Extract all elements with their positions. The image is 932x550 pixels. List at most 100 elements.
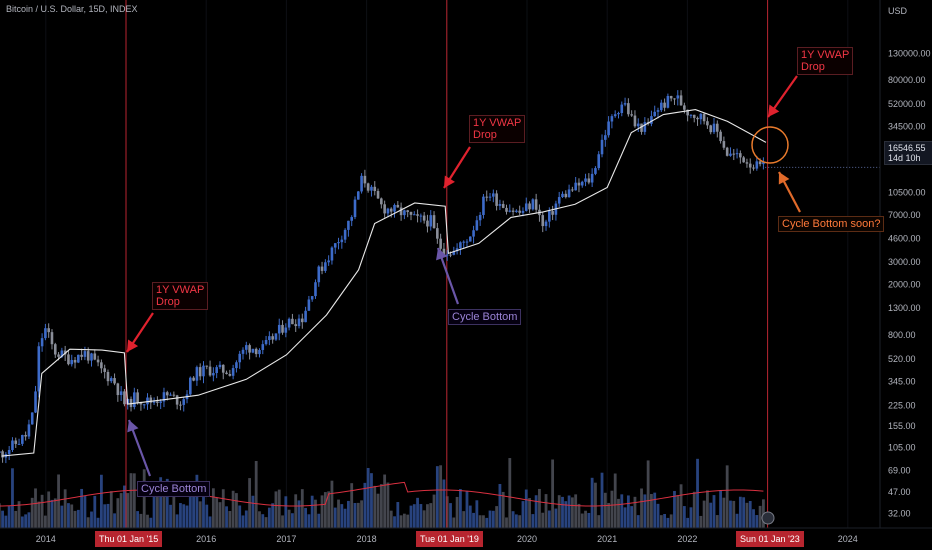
candle-body [195,367,199,381]
candle-body [264,339,268,345]
volume-bar [630,506,634,528]
volume-bar [37,501,41,528]
volume-bar [70,504,74,528]
time-tick-label: 2020 [517,534,537,544]
candle-body [758,161,762,165]
volume-bar [406,514,410,528]
volume-bar [294,494,298,528]
candle-body [660,102,663,111]
volume-bar [24,514,28,528]
volume-bar [314,499,317,528]
volume-bar [119,493,123,528]
volume-bar [587,512,591,528]
symbol-title: Bitcoin / U.S. Dollar, 15D, INDEX [6,4,138,14]
volume-bar [99,474,103,528]
volume-bar [76,509,80,528]
price-tick-label: 105.00 [888,443,916,453]
volume-bar [235,493,238,528]
volume-bar [146,514,149,528]
candle-body [689,114,693,116]
candle-body [106,371,110,382]
volume-bar [155,496,159,528]
candle-body [238,353,242,363]
volume-bar [149,517,153,528]
volume-bar [4,515,8,528]
volume-bar [478,515,482,528]
volume-bar [0,503,1,528]
candle-body [587,178,591,183]
candle-body [324,262,327,271]
price-tick-label: 155.00 [888,421,916,431]
candle-body [399,207,403,216]
volume-bar [376,493,380,528]
volume-bar [722,497,726,528]
candle-body [380,198,383,205]
candle-body [172,394,176,396]
candle-body [366,183,370,191]
candle-body [571,189,574,191]
volume-bar [172,490,176,528]
volume-ma-polyline [0,481,764,507]
candle-body [228,374,232,376]
candle-body [524,203,528,211]
volume-bar [320,495,324,528]
candle-body [548,211,551,222]
candle-body [96,359,100,363]
annotation-vwap-drop-2015: 1Y VWAP Drop [152,282,209,310]
candle-body [225,372,228,375]
candle-body [521,210,525,213]
candle-body [715,123,719,132]
candle-body [462,241,465,243]
volume-bar [732,500,736,528]
volume-bar [192,488,196,528]
candle-body [449,254,452,256]
price-tick-label: 52000.00 [888,99,926,109]
volume-bar [745,502,749,528]
candle-body [406,210,409,212]
volume-bar [531,514,535,528]
volume-bar [300,489,304,528]
volume-bar [702,500,706,528]
volume-bar [577,503,581,528]
candle-body [653,111,657,117]
candle-body [735,153,739,155]
price-axis[interactable]: 130000.0080000.0052000.0034500.0022500.0… [0,0,932,529]
candle-body [702,113,706,122]
bar-countdown: 14d 10h [888,153,921,163]
candle-body [182,399,186,405]
time-tick-label: 2014 [36,534,56,544]
arrow-bottom-2019-head [436,248,448,261]
candle-body [63,350,67,355]
candle-body [37,346,41,392]
last-price-value: 16546.55 [888,143,926,153]
candle-body [175,395,179,405]
candle-body [40,338,44,347]
volume-bar [396,502,400,528]
volume-bar [353,502,357,528]
candle-body [739,153,742,158]
volume-bar [310,495,314,528]
volume-bars [0,458,765,528]
candle-body [669,95,673,99]
candle-body [600,139,604,155]
volume-bar [455,496,459,528]
volume-bar [132,473,136,528]
candle-body [445,254,449,256]
date-badge-2015: Thu 01 Jan '15 [95,531,163,547]
volume-bar [50,499,54,528]
time-axis[interactable]: 2014 2016 2017 2018 2020 2021 2022 2024 [36,534,858,544]
volume-bar [139,513,143,528]
volume-bar [557,495,561,528]
volume-bar [291,513,294,528]
candle-body [692,114,696,118]
candle-body [314,282,317,297]
volume-bar [277,489,281,528]
candle-body [419,215,423,217]
candle-body [544,221,548,227]
arrow-vwap-2023-head [768,104,780,117]
candle-body [205,365,209,367]
volume-bar [584,510,587,528]
candle-body [488,196,492,198]
volume-bar [7,505,11,528]
